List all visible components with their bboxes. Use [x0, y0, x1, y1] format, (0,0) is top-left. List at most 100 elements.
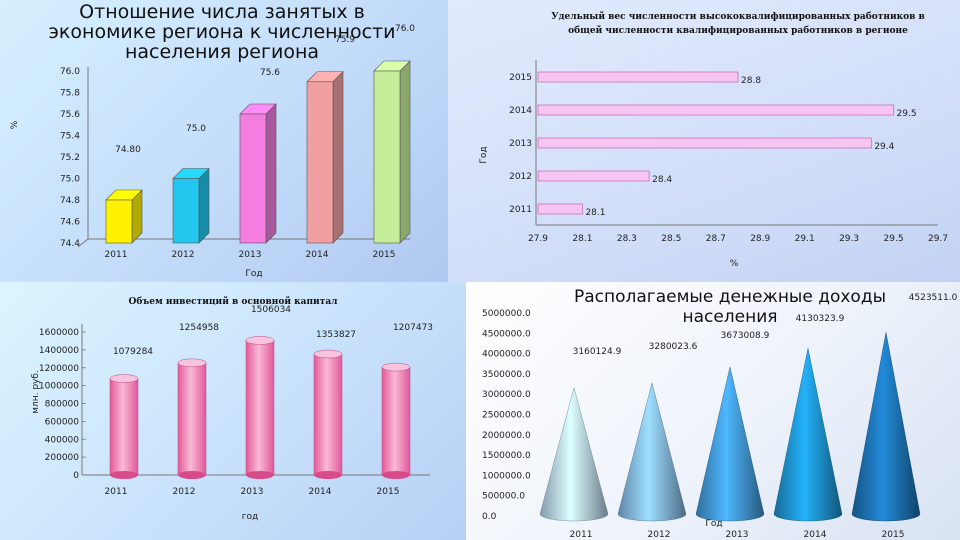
y-tick-label: 5000000.0 — [482, 309, 531, 319]
chart-title-line: населения — [682, 307, 777, 327]
bar — [381, 366, 411, 476]
y-tick-label: 1600000 — [39, 328, 79, 338]
bar — [537, 137, 872, 149]
bar-value-label: 28.1 — [585, 208, 605, 218]
cone — [851, 332, 921, 522]
bar-value-label: 1079284 — [113, 347, 153, 357]
y-tick-label: 75.8 — [60, 89, 80, 99]
y-axis-title: млн. руб. — [31, 370, 41, 414]
y-tick-label: 75.2 — [60, 153, 80, 163]
bar — [373, 70, 401, 244]
y-tick-label: 74.4 — [60, 239, 80, 249]
cone — [539, 386, 609, 522]
x-axis-title: Год — [705, 519, 722, 529]
bar — [537, 104, 894, 116]
y-tick-label: 2013 — [509, 139, 532, 149]
x-tick-label: 29.5 — [884, 234, 904, 244]
x-tick-label: 2013 — [239, 250, 262, 260]
chart-title-line: Располагаемые денежные доходы — [574, 287, 886, 307]
chart-title-line: Удельный вес численности высококвалифици… — [551, 11, 925, 22]
y-tick-label: 1000000.0 — [482, 471, 531, 481]
bar-value-label: 75.0 — [186, 124, 206, 134]
investment-svg: 1600000 1400000 1200000 1000000 800000 600000… — [31, 296, 433, 522]
x-tick-label: 2013 — [241, 487, 264, 497]
x-tick-label: 2012 — [648, 530, 671, 540]
bar-side — [399, 60, 411, 244]
bar-value-label: 4130323.9 — [796, 314, 845, 324]
income-svg: 5000000.0 4500000.0 4000000.0 3500000.0 3000… — [482, 287, 958, 540]
y-axis-title: Год — [479, 146, 489, 163]
bar — [239, 113, 267, 244]
bar-side — [198, 167, 210, 244]
x-tick-label: 29.3 — [839, 234, 859, 244]
chart-title-line: экономике региона к численности — [49, 21, 396, 43]
x-tick-label: 2014 — [804, 530, 827, 540]
bar-top — [245, 336, 275, 345]
chart-title-line: населения региона — [125, 41, 319, 63]
bar-top — [177, 358, 207, 368]
x-tick-label: 28.1 — [572, 234, 592, 244]
bar-value-label: 74.80 — [115, 145, 141, 155]
bar — [109, 378, 139, 476]
bar — [172, 178, 200, 244]
bar-value-label: 1207473 — [393, 323, 433, 333]
bar-top — [109, 374, 139, 383]
bar-value-label: 75.9 — [335, 35, 355, 45]
bar-value-label: 29.4 — [874, 142, 894, 152]
y-tick-label: 74.8 — [60, 196, 80, 206]
bar-value-label: 75.6 — [260, 68, 280, 78]
x-tick-label: 2014 — [309, 487, 332, 497]
bar-value-label: 1254958 — [179, 323, 219, 333]
bar-value-label: 1506034 — [251, 305, 291, 315]
bar-value-label: 29.5 — [897, 109, 917, 119]
bar-side — [332, 71, 344, 244]
cone — [773, 348, 843, 522]
y-tick-label: 2014 — [509, 106, 532, 116]
bar-value-label: 28.4 — [652, 175, 672, 185]
y-tick-label: 4000000.0 — [482, 350, 531, 360]
highskill-share-chart: Удельный вес численности высококвалифици… — [448, 0, 960, 282]
y-tick-label: 4500000.0 — [482, 329, 531, 339]
x-tick-label: 2011 — [105, 487, 128, 497]
x-tick-label: 2014 — [306, 250, 329, 260]
y-tick-label: 76.0 — [60, 67, 80, 77]
y-tick-label: 800000 — [45, 400, 80, 410]
y-tick-label: 0.0 — [482, 512, 497, 522]
bar-value-label: 3673008.9 — [721, 331, 770, 341]
bar-base — [110, 471, 138, 479]
bar-base — [382, 471, 410, 479]
x-tick-label: 29.1 — [795, 234, 815, 244]
bar — [245, 340, 275, 476]
x-axis-title: % — [730, 259, 739, 269]
x-tick-label: 2011 — [570, 530, 593, 540]
y-tick-label: 400000 — [45, 435, 80, 445]
x-tick-label: 2015 — [373, 250, 396, 260]
bar-top — [381, 362, 411, 372]
bar — [537, 71, 739, 83]
chart-title-line: общей численности квалифицированных рабо… — [568, 25, 908, 36]
x-tick-label: 28.3 — [617, 234, 637, 244]
y-tick-label: 75.4 — [60, 132, 80, 142]
y-tick-label: 1000000 — [39, 382, 79, 392]
cone — [695, 366, 765, 522]
bar — [537, 203, 583, 215]
y-axis-title: % — [10, 120, 20, 129]
x-tick-label: 2011 — [105, 250, 128, 260]
y-tick-label: 200000 — [45, 453, 80, 463]
x-tick-label: 29.7 — [928, 234, 948, 244]
x-tick-label: 2012 — [173, 487, 196, 497]
bar-top — [313, 349, 343, 359]
y-tick-label: 600000 — [45, 417, 80, 427]
y-tick-label: 75.6 — [60, 110, 80, 120]
bar — [306, 81, 334, 244]
chart-title-line: Отношение числа занятых в — [79, 1, 365, 23]
bar — [537, 170, 650, 182]
y-tick-label: 1400000 — [39, 346, 79, 356]
y-tick-label: 2012 — [509, 172, 532, 182]
y-tick-label: 500000.0 — [482, 492, 525, 502]
bar-side — [265, 103, 277, 244]
x-tick-label: 2013 — [726, 530, 749, 540]
bar-value-label: 76.0 — [395, 24, 415, 34]
y-tick-label: 1500000.0 — [482, 451, 531, 461]
y-tick-label: 3000000.0 — [482, 390, 531, 400]
